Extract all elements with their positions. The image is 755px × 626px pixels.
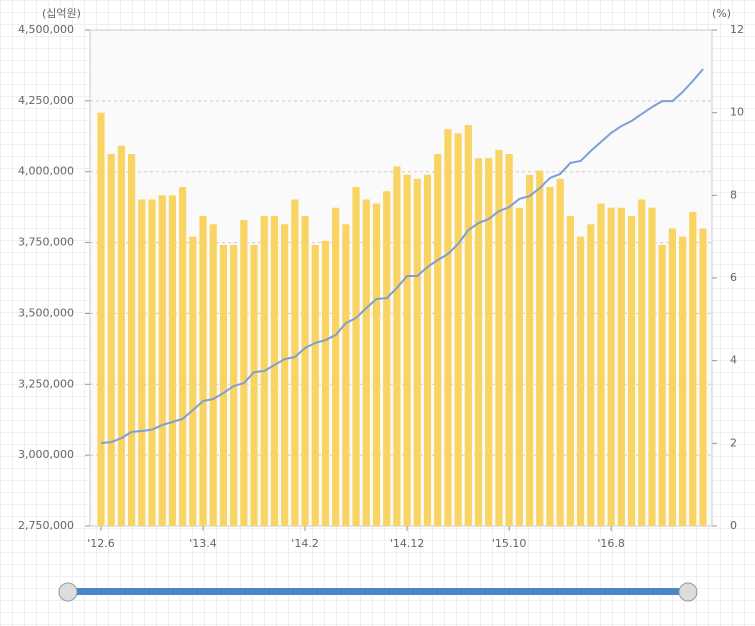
bar [168,195,177,527]
bar [352,187,360,527]
bar [638,199,646,526]
bar [617,207,625,526]
slider-track [68,588,688,595]
y2-tick-label: 6 [730,271,737,284]
y2-tick-label: 10 [730,106,744,119]
y2-tick-label: 2 [730,436,737,449]
bar [658,244,666,526]
y-axis-label: (십억원) [42,7,81,20]
bar [566,216,574,526]
bar [464,125,472,527]
bar [219,244,228,526]
bar [199,216,207,526]
bar [128,154,136,526]
bar [413,178,421,527]
y2-tick-label: 12 [730,23,744,36]
bar [281,224,289,526]
bar [689,211,697,526]
bar [189,236,197,526]
bar [434,154,442,526]
y-tick-label: 3,500,000 [18,306,74,319]
x-tick-label: '16.8 [597,537,625,550]
bar [536,170,544,527]
y-tick-label: 2,750,000 [18,519,74,532]
x-tick-label: '14.2 [291,537,319,550]
x-tick-label: '14.12 [390,537,425,550]
bar [515,207,523,526]
y-tick-label: 4,000,000 [18,165,74,178]
bar [107,154,115,526]
y-tick-label: 3,750,000 [18,236,74,249]
bar [556,178,564,527]
bar [148,199,156,526]
y2-tick-label: 0 [730,519,737,532]
bar [138,199,146,526]
bar [311,244,319,526]
bar [648,207,656,526]
bar [209,224,217,526]
bar [423,174,432,526]
bar [525,174,534,526]
slider-handle-left[interactable] [58,582,78,602]
bar [454,133,462,527]
bar [291,199,299,526]
bar [597,203,605,526]
bar [576,236,585,526]
y-tick-label: 3,250,000 [18,377,74,390]
bar [270,216,279,526]
bar [699,228,707,526]
x-tick-label: '13.4 [189,537,217,550]
bar [250,244,258,526]
bar [321,240,330,527]
bar [117,145,126,526]
x-tick-label: '15.10 [492,537,527,550]
bar [607,207,615,526]
bar [362,199,370,526]
bar [495,149,503,526]
bar [342,224,350,526]
range-slider [58,582,698,602]
bar [587,224,595,526]
bar [678,236,687,526]
y-tick-label: 3,000,000 [18,448,74,461]
y-tick-label: 4,500,000 [18,23,74,36]
bar [546,187,554,527]
bar [474,158,483,526]
slider-handle-right[interactable] [678,582,698,602]
x-tick-label: '12.6 [87,537,115,550]
bar [301,216,309,526]
y2-axis-label: (%) [712,7,731,20]
bar [240,220,248,526]
y-tick-label: 4,250,000 [18,94,74,107]
bar [383,191,391,526]
bar [444,129,452,526]
y2-tick-label: 8 [730,188,737,201]
y2-tick-label: 4 [730,354,737,367]
bar [505,154,513,526]
bar [403,174,411,526]
bar [179,187,187,527]
bar [393,166,401,526]
bar [158,195,166,527]
bar [668,228,676,526]
bar [485,158,493,526]
line [100,68,704,444]
bar [372,203,381,526]
bar [627,216,636,526]
bar [97,112,105,527]
bar [332,207,340,526]
